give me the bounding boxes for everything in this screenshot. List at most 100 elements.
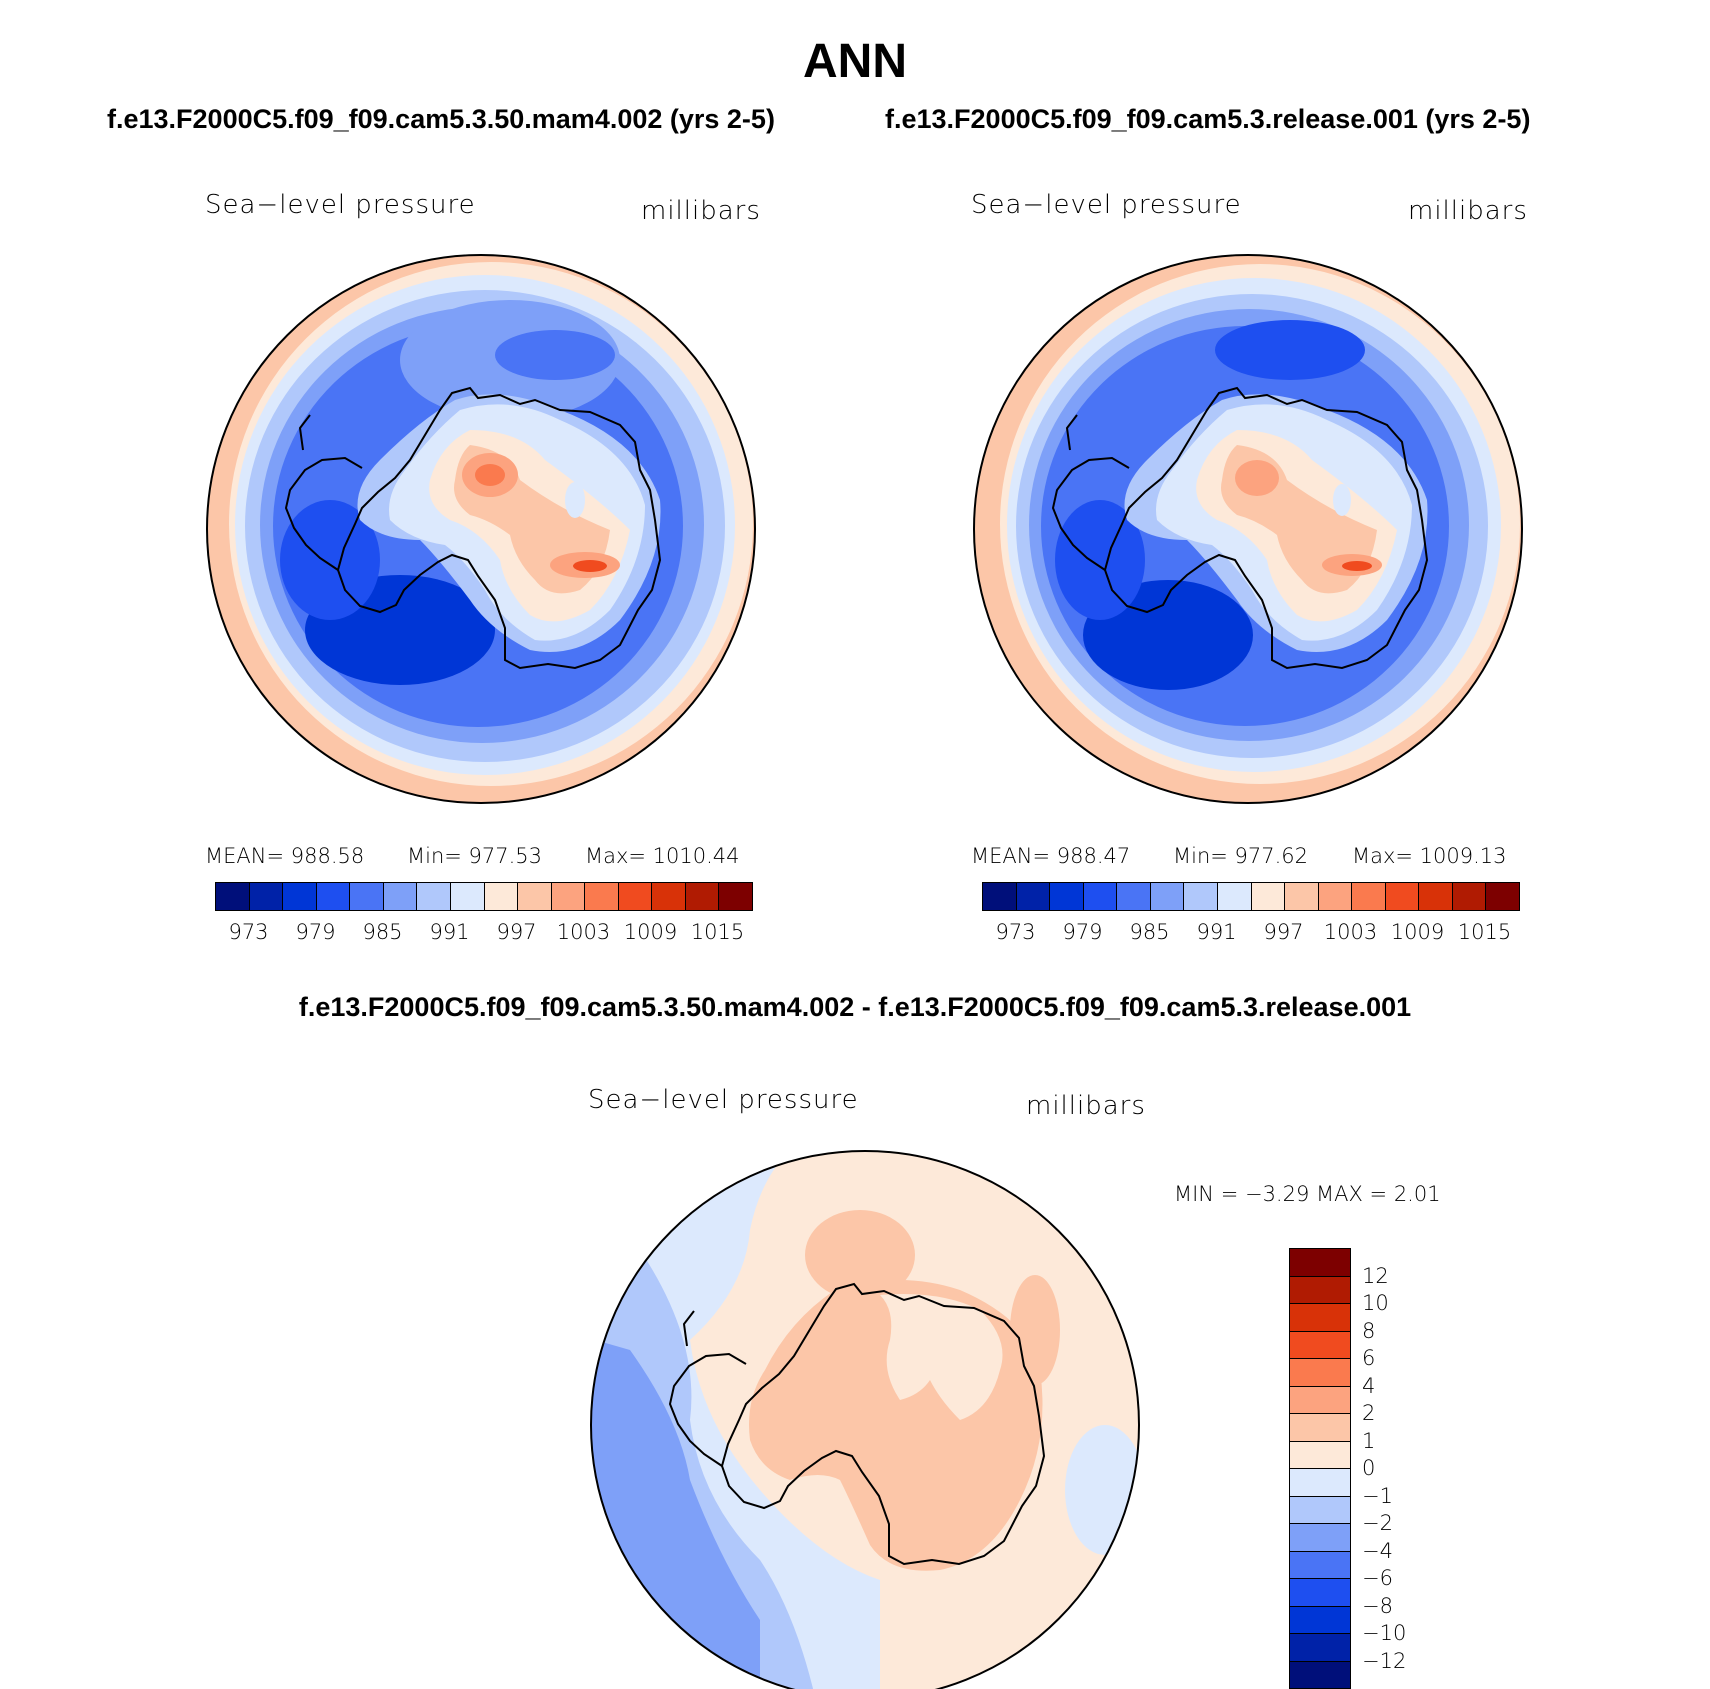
diff-colorbar	[1289, 1248, 1351, 1689]
colorbar-swatch	[1290, 1524, 1350, 1552]
colorbar-swatch	[1050, 883, 1084, 910]
colorbar-label: 0	[1362, 1456, 1376, 1480]
panel1-colorbar	[215, 882, 753, 911]
colorbar-label: 991	[429, 920, 470, 944]
colorbar-swatch	[983, 883, 1017, 910]
colorbar-swatch	[1290, 1304, 1350, 1332]
colorbar-label: 4	[1362, 1373, 1376, 1398]
colorbar-swatch	[383, 883, 418, 910]
colorbar-swatch	[518, 883, 552, 910]
colorbar-label: 1009	[623, 920, 678, 944]
diff-units: millibars	[1026, 1091, 1146, 1121]
colorbar-swatch	[484, 883, 519, 910]
colorbar-label: 1003	[1323, 920, 1378, 944]
colorbar-swatch	[283, 883, 317, 910]
colorbar-swatch	[1217, 883, 1252, 910]
panel1-units: millibars	[641, 196, 761, 226]
colorbar-swatch	[1290, 1331, 1350, 1359]
case1-title: f.e13.F2000C5.f09_f09.cam5.3.50.mam4.002…	[107, 104, 775, 134]
colorbar-label: 1009	[1390, 920, 1445, 944]
colorbar-label: −4	[1362, 1538, 1393, 1563]
colorbar-swatch	[1285, 883, 1319, 910]
panel1-max: Max= 1010.44	[585, 844, 740, 868]
colorbar-label: 6	[1362, 1346, 1376, 1370]
colorbar-swatch	[1016, 883, 1051, 910]
diff-variable: Sea−level pressure	[588, 1085, 859, 1115]
colorbar-swatch	[1318, 883, 1353, 910]
panel1-min: Min= 977.53	[407, 844, 543, 868]
panel1-mean: MEAN= 988.58	[205, 844, 365, 868]
panel2-max: Max= 1009.13	[1352, 844, 1507, 868]
colorbar-label: 979	[295, 920, 336, 944]
panel1-variable: Sea−level pressure	[205, 190, 476, 220]
colorbar-label: 973	[228, 920, 269, 944]
colorbar-swatch	[1251, 883, 1286, 910]
colorbar-swatch	[685, 883, 720, 910]
colorbar-label: 1015	[690, 920, 745, 944]
colorbar-label: 1	[1362, 1428, 1376, 1453]
colorbar-swatch	[652, 883, 686, 910]
colorbar-label: 1003	[556, 920, 611, 944]
colorbar-swatch	[585, 883, 619, 910]
colorbar-swatch	[1486, 883, 1519, 910]
colorbar-swatch	[1290, 1414, 1350, 1442]
colorbar-swatch	[1290, 1606, 1350, 1634]
colorbar-swatch	[350, 883, 384, 910]
colorbar-label: 985	[1129, 920, 1170, 944]
panel2-mean: MEAN= 988.47	[971, 844, 1131, 868]
diff-title: f.e13.F2000C5.f09_f09.cam5.3.50.mam4.002…	[298, 992, 1412, 1022]
colorbar-label: 991	[1196, 920, 1237, 944]
colorbar-label: 12	[1362, 1263, 1389, 1288]
colorbar-swatch	[1290, 1276, 1350, 1304]
colorbar-swatch	[1290, 1496, 1350, 1524]
colorbar-label: 1015	[1457, 920, 1512, 944]
colorbar-swatch	[618, 883, 653, 910]
panel1-colorbar-labels: 973 979 985 991 997 1003 1009 1015	[215, 920, 754, 950]
colorbar-swatch	[1452, 883, 1487, 910]
colorbar-label: 979	[1062, 920, 1103, 944]
colorbar-swatch	[1290, 1469, 1350, 1497]
panel2-units: millibars	[1408, 196, 1528, 226]
panel2-colorbar-labels: 973 979 985 991 997 1003 1009 1015	[982, 920, 1521, 950]
panel2-min: Min= 977.62	[1173, 844, 1309, 868]
colorbar-label: 985	[362, 920, 403, 944]
season-title: ANN	[803, 35, 907, 88]
panel2-variable: Sea−level pressure	[971, 190, 1242, 220]
colorbar-swatch	[316, 883, 351, 910]
colorbar-swatch	[1184, 883, 1218, 910]
colorbar-swatch	[1290, 1441, 1350, 1469]
case2-title: f.e13.F2000C5.f09_f09.cam5.3.release.001…	[885, 104, 1531, 134]
colorbar-label: −12	[1362, 1648, 1407, 1673]
colorbar-label: 2	[1362, 1401, 1376, 1425]
diff-colorbar-labels: 12 10 8 6 4 2 1 0 −1 −2 −4 −6 −8 −10 −12	[1362, 1248, 1482, 1678]
colorbar-swatch	[1290, 1661, 1350, 1688]
colorbar-label: −1	[1362, 1483, 1393, 1508]
colorbar-swatch	[1385, 883, 1420, 910]
colorbar-swatch	[216, 883, 250, 910]
colorbar-label: 997	[1263, 920, 1304, 944]
colorbar-swatch	[1290, 1386, 1350, 1414]
colorbar-swatch	[1419, 883, 1453, 910]
colorbar-swatch	[1150, 883, 1185, 910]
colorbar-label: −8	[1362, 1593, 1393, 1618]
colorbar-label: −10	[1362, 1621, 1407, 1645]
colorbar-label: −2	[1362, 1511, 1393, 1535]
colorbar-label: 973	[995, 920, 1036, 944]
colorbar-swatch	[1290, 1249, 1350, 1277]
colorbar-swatch	[1290, 1359, 1350, 1387]
panel2-colorbar	[982, 882, 1520, 911]
colorbar-swatch	[417, 883, 451, 910]
diff-minmax: MIN = −3.29 MAX = 2.01	[1174, 1182, 1441, 1206]
colorbar-swatch	[249, 883, 284, 910]
colorbar-swatch	[1290, 1634, 1350, 1662]
colorbar-swatch	[1290, 1551, 1350, 1579]
colorbar-swatch	[450, 883, 485, 910]
colorbar-label: 997	[496, 920, 537, 944]
colorbar-swatch	[719, 883, 752, 910]
colorbar-label: 10	[1362, 1291, 1389, 1315]
colorbar-label: −6	[1362, 1566, 1393, 1590]
colorbar-swatch	[1290, 1579, 1350, 1607]
